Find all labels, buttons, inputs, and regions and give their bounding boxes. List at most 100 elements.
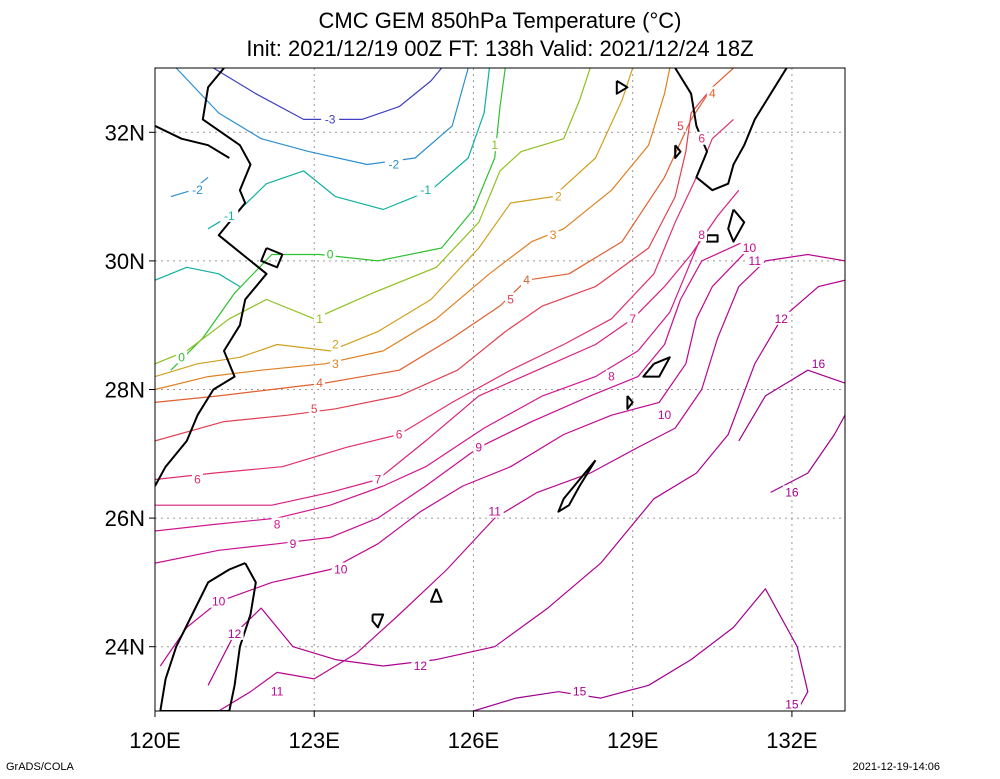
coastline-changjiang-mouth: [155, 124, 230, 159]
contour-labels: -3-2-2-1-1001122334445556667788899101010…: [176, 86, 828, 711]
map-title: CMC GEM 850hPa Temperature (°C): [318, 8, 682, 33]
contour-line: [155, 189, 740, 506]
coastline-china-coast: [155, 68, 268, 487]
contour-label-bg: [706, 86, 718, 100]
contour-label: 5: [507, 292, 514, 306]
contour-label: 7: [375, 473, 382, 487]
contour-label: 8: [608, 370, 615, 384]
contour-line: [155, 68, 634, 378]
footer-right: 2021-12-19-14:06: [852, 761, 940, 773]
coastline-kyushu: [674, 68, 788, 192]
contour-label: 1: [491, 138, 498, 152]
contour-label-bg: [782, 485, 801, 499]
lon-tick-label: 120E: [129, 728, 180, 753]
contour-label-bg: [329, 337, 341, 351]
coastline-tokunoshima: [626, 395, 634, 410]
coastline-goto: [615, 80, 629, 95]
contour-label-bg: [655, 408, 674, 422]
contour-label: 16: [812, 357, 826, 371]
coastline-taiwan: [159, 562, 257, 711]
contour-label: 11: [749, 254, 762, 268]
contour-lines: [155, 68, 845, 711]
contour-label-bg: [552, 189, 564, 203]
contour-label-bg: [411, 658, 430, 672]
contour-label-bg: [393, 427, 405, 441]
contour-line: [218, 253, 845, 711]
contour-label-bg: [324, 247, 336, 261]
contour-label: 6: [698, 132, 705, 146]
contour-line: [155, 86, 713, 442]
contour-label: -2: [389, 157, 400, 171]
contour-label: 8: [698, 228, 705, 242]
contour-line: [155, 266, 241, 288]
lon-tick-label: 126E: [448, 728, 499, 753]
lon-tick-label: 132E: [766, 728, 817, 753]
contour-line: [155, 118, 734, 481]
contour-line: [155, 68, 591, 365]
contour-line: [155, 68, 734, 403]
contour-label: 3: [550, 228, 557, 242]
coastline-yakushima: [706, 234, 719, 243]
contour-label: 10: [743, 241, 757, 255]
contour-label-bg: [416, 183, 435, 197]
contour-line: [213, 68, 443, 120]
contour-label-bg: [547, 228, 559, 242]
footer-left: GrADS/COLA: [6, 761, 74, 773]
coastline-miyako: [430, 588, 443, 603]
contour-line: [155, 241, 745, 564]
contour-label: 0: [327, 247, 334, 261]
contour-label: -1: [224, 209, 235, 223]
contour-label: 9: [475, 440, 482, 454]
lon-tick-label: 123E: [289, 728, 340, 753]
lon-tick-label: 129E: [607, 728, 658, 753]
contour-label: 2: [332, 337, 339, 351]
contour-label: 3: [332, 357, 339, 371]
lat-tick-label: 32N: [105, 120, 145, 145]
contour-label-bg: [384, 157, 403, 171]
lat-tick-label: 26N: [105, 506, 145, 531]
contour-label: 4: [709, 87, 716, 101]
contour-label: -2: [192, 183, 203, 197]
contour-label-bg: [191, 472, 203, 486]
contour-label: 6: [194, 473, 201, 487]
coastlines: [155, 68, 788, 711]
contour-line: [738, 369, 845, 442]
contour-label-bg: [782, 697, 801, 711]
coastline-ishigaki: [371, 613, 385, 629]
contour-label: 5: [677, 119, 684, 133]
contour-label-bg: [314, 376, 326, 390]
contour-label-bg: [271, 517, 283, 531]
contour-label-bg: [268, 684, 287, 698]
contour-label: 4: [523, 273, 530, 287]
contour-line: [175, 68, 469, 166]
contour-label-bg: [176, 350, 188, 364]
contour-label: 11: [271, 685, 284, 699]
lat-tick-label: 24N: [105, 635, 145, 660]
contour-label-bg: [627, 311, 639, 325]
grid-lines: [154, 68, 845, 711]
coastline-tanegashima: [727, 208, 746, 243]
contour-label-bg: [745, 253, 764, 267]
contour-label: -1: [420, 183, 431, 197]
coastline-zhoushan: [260, 247, 284, 269]
contour-label-bg: [331, 562, 350, 576]
contour-label-bg: [372, 472, 384, 486]
map-subtitle: Init: 2021/12/19 00Z FT: 138h Valid: 202…: [246, 36, 754, 61]
lat-tick-label: 28N: [105, 378, 145, 403]
contour-label-bg: [314, 311, 326, 325]
contour-label-bg: [696, 228, 708, 242]
contour-label-bg: [696, 131, 708, 145]
contour-label: 8: [274, 518, 281, 532]
contour-label: 16: [785, 485, 799, 499]
contour-label: -3: [325, 112, 336, 126]
contour-label-bg: [188, 183, 207, 197]
contour-label: 0: [178, 350, 185, 364]
contour-label-bg: [489, 138, 501, 152]
contour-label: 9: [290, 537, 297, 551]
contour-label: 12: [228, 627, 242, 641]
contour-label-bg: [772, 311, 791, 325]
contour-label: 15: [573, 685, 587, 699]
contour-label: 5: [311, 402, 318, 416]
contour-label: 7: [629, 312, 636, 326]
